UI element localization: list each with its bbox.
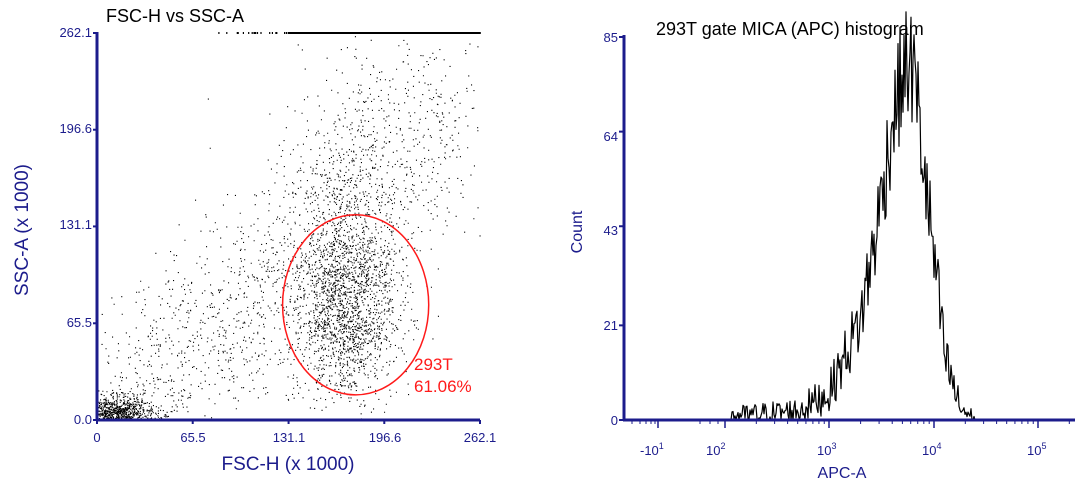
- scatter-y-tick-label: 0.0: [74, 412, 92, 427]
- scatter-y-tick-label: 196.6: [59, 121, 92, 136]
- scatter-x-tick-label: 131.1: [273, 430, 306, 445]
- scatter-plot-panel: 293T 61.06% FSC-H vs SSC-A 0.0 65.5 131.…: [12, 3, 496, 475]
- scatter-x-tick-label: 196.6: [369, 430, 402, 445]
- histogram-y-axis-label: Count: [569, 210, 586, 253]
- histogram-y-tick-label: 0: [611, 413, 618, 428]
- histogram-x-tick-label: -101: [640, 441, 664, 458]
- title-background: [102, 3, 290, 28]
- scatter-ticks: [93, 32, 481, 424]
- histogram-x-tick-label: 104: [922, 441, 941, 458]
- histogram-y-tick-label: 43: [604, 223, 618, 238]
- histogram-title: 293T gate MICA (APC) histogram: [656, 19, 924, 39]
- histogram-y-tick-label: 21: [604, 318, 618, 333]
- histogram-x-axis-label: APC-A: [818, 465, 867, 482]
- scatter-x-axis-label: FSC-H (x 1000): [221, 454, 354, 475]
- scatter-title: FSC-H vs SSC-A: [106, 6, 244, 26]
- histogram-ticks: [619, 36, 1070, 428]
- gate-label: 293T: [414, 355, 453, 374]
- scatter-y-tick-label: 131.1: [59, 217, 92, 232]
- scatter-y-tick-label: 65.5: [67, 315, 92, 330]
- scatter-y-tick-label: 262.1: [59, 25, 92, 40]
- histogram-panel: 293T gate MICA (APC) histogram 0 21 43 6…: [569, 11, 1075, 482]
- saturated-points: [218, 32, 481, 34]
- histogram-x-tick-label: 103: [817, 441, 836, 458]
- histogram-x-tick-label: 102: [706, 441, 725, 458]
- histogram-line: [730, 11, 976, 421]
- histogram-x-tick-label: 105: [1027, 441, 1046, 458]
- scatter-x-tick-label: 262.1: [464, 430, 497, 445]
- scatter-x-tick-label: 0: [93, 430, 100, 445]
- gate-ellipse-293t[interactable]: [281, 214, 430, 396]
- gate-percent: 61.06%: [414, 377, 472, 396]
- histogram-y-tick-label: 64: [604, 129, 618, 144]
- saturated-events-row: [218, 32, 481, 34]
- scatter-x-tick-label: 65.5: [180, 430, 205, 445]
- scatter-y-axis-label: SSC-A (x 1000): [12, 164, 33, 296]
- histogram-y-tick-label: 85: [604, 30, 618, 45]
